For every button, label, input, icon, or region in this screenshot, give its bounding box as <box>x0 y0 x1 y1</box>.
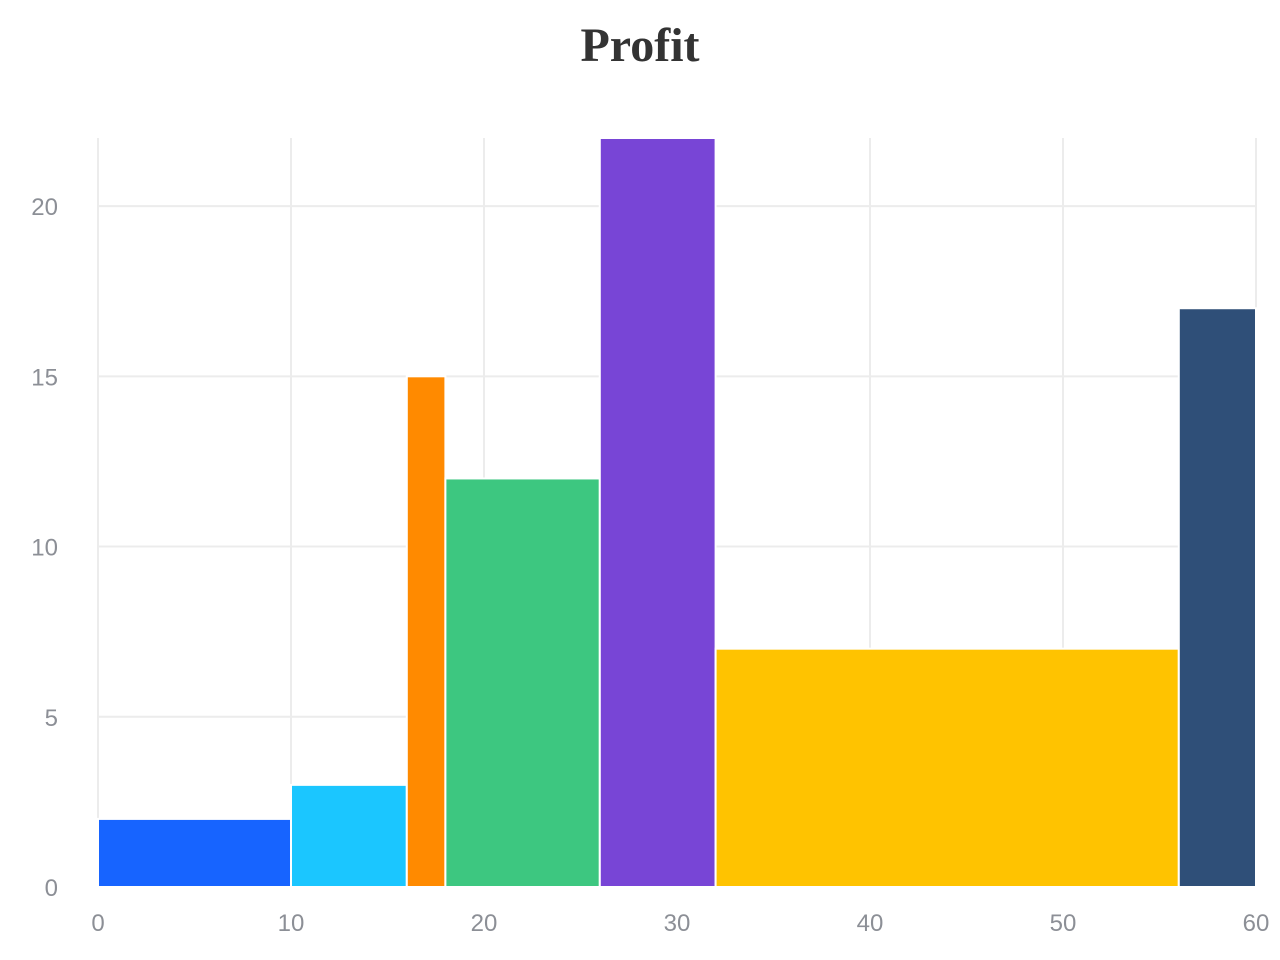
y-tick-label: 10 <box>31 535 58 562</box>
chart-title: Profit <box>580 19 700 72</box>
histogram-bar[interactable] <box>290 783 408 889</box>
y-tick-label: 0 <box>45 875 58 902</box>
histogram-bar[interactable] <box>598 137 717 888</box>
histogram-bar[interactable] <box>1177 307 1258 888</box>
x-tick-label: 10 <box>278 910 305 937</box>
x-tick-label: 20 <box>471 910 498 937</box>
histogram-bar[interactable] <box>714 647 1180 888</box>
x-tick-label: 60 <box>1243 910 1270 937</box>
y-tick-label: 5 <box>45 705 58 732</box>
histogram-bar[interactable] <box>444 477 601 888</box>
x-tick-label: 30 <box>664 910 691 937</box>
x-tick-label: 50 <box>1050 910 1077 937</box>
tick-label-layer: 0 10 20 30 40 50 60 0 5 10 15 20 <box>31 194 1269 937</box>
y-tick-label: 20 <box>31 194 58 221</box>
y-tick-label: 15 <box>31 364 58 391</box>
bar-layer <box>97 137 1258 889</box>
histogram-bar[interactable] <box>405 375 447 888</box>
histogram-bar[interactable] <box>97 817 292 889</box>
x-tick-label: 40 <box>857 910 884 937</box>
x-tick-label: 0 <box>91 910 104 937</box>
